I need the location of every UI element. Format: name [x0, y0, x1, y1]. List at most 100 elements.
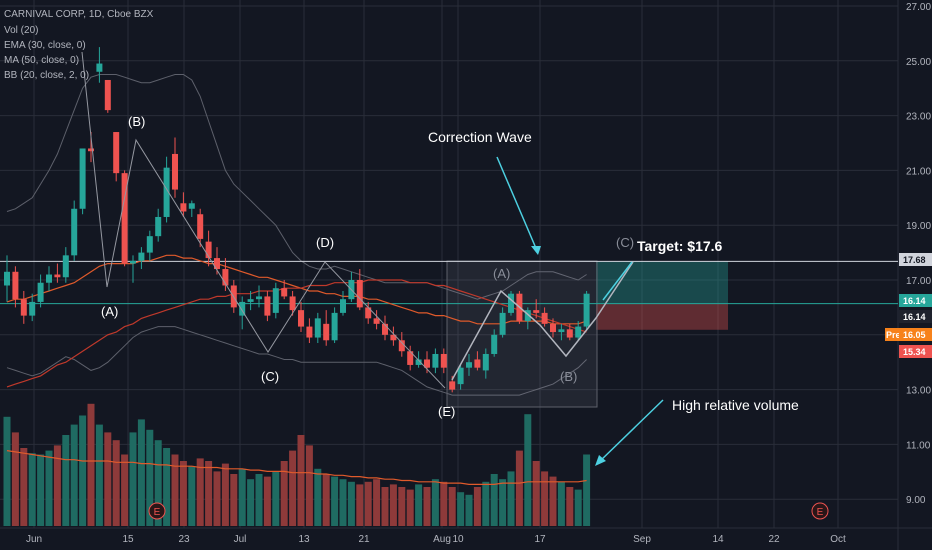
volume-bar: [541, 471, 549, 526]
y-tick-label: 19.00: [906, 221, 931, 232]
y-tick-label: 13.00: [906, 386, 931, 397]
subwave-label-b: (B): [560, 369, 577, 384]
volume-bar: [154, 440, 162, 526]
tag-last2-bg: [899, 310, 932, 323]
price-tags: 17.68 16.14 16.14 Pre 16.05 15.34: [885, 253, 932, 358]
x-tick-label: Jul: [234, 534, 247, 545]
candle-body: [121, 173, 128, 264]
target-zone: [596, 261, 728, 304]
y-tick-label: 9.00: [906, 495, 926, 506]
candle-body: [289, 296, 296, 311]
volume-bar: [583, 454, 591, 526]
tag-low: 15.34: [903, 347, 926, 357]
volume-bar: [532, 461, 540, 526]
earnings-marker-label: E: [154, 507, 161, 518]
subwave-label-a: (A): [493, 266, 510, 281]
volume-bar: [11, 432, 19, 526]
trade-zones: [0, 260, 898, 408]
subwave-path: [451, 261, 634, 381]
candle-body: [205, 241, 212, 259]
candle-body: [46, 274, 52, 283]
candle-body: [155, 216, 162, 237]
volume-bar: [205, 461, 213, 526]
candle-body: [172, 153, 178, 190]
candle-body: [281, 288, 288, 297]
volume-bar: [221, 463, 229, 526]
volume-bar: [524, 414, 532, 526]
candle-body: [146, 236, 153, 253]
volume-bar: [20, 448, 28, 526]
candle-body: [20, 299, 27, 316]
candle-body: [524, 310, 531, 322]
candle-body: [247, 299, 254, 302]
y-tick-label: 11.00: [906, 440, 931, 451]
volume-bar: [289, 450, 297, 526]
volume-bar: [322, 474, 330, 526]
indicator-bb[interactable]: BB (20, close, 2, 0): [4, 70, 90, 81]
tag-target: 17.68: [903, 255, 926, 265]
y-tick-label: 17.00: [906, 276, 931, 287]
tag-low-bg: [899, 345, 932, 358]
volume-bar: [70, 424, 78, 526]
x-tick-label: Jun: [26, 534, 42, 545]
candle-body: [104, 79, 111, 111]
volume-bar: [137, 419, 145, 526]
x-tick-label: Sep: [633, 534, 651, 545]
volume-bar: [297, 435, 305, 526]
tag-pre-label-bg: [885, 328, 899, 341]
indicator-vol[interactable]: Vol (20): [4, 25, 39, 36]
chart-title[interactable]: CARNIVAL CORP, 1D, Cboe BZX: [4, 9, 154, 20]
candle-body: [130, 260, 136, 264]
y-tick-label: 23.00: [906, 112, 931, 123]
volume-bar: [398, 487, 406, 526]
wave-label-a: (A): [101, 304, 118, 319]
wave-label-e: (E): [438, 404, 455, 419]
volume-bar: [490, 474, 498, 526]
candle-body: [188, 203, 195, 209]
indicator-ema[interactable]: EMA (30, close, 0): [4, 40, 86, 51]
volume-bars: [3, 403, 591, 526]
volume-bar: [238, 468, 246, 526]
x-tick-label: 10: [452, 534, 464, 545]
target-text: Target: $17.6: [637, 238, 723, 254]
volume-bar: [247, 479, 255, 526]
volume-bar: [457, 492, 465, 526]
candle-body: [583, 293, 590, 327]
candle-body: [264, 296, 271, 316]
candle-body: [373, 318, 380, 324]
volume-bar: [179, 461, 187, 526]
earnings-marker-label: E: [817, 507, 824, 518]
x-tick-label: 15: [122, 534, 134, 545]
candle-body: [533, 310, 540, 313]
x-tick-label: Oct: [830, 534, 846, 545]
volume-bar: [305, 445, 313, 526]
wave-label-b: (B): [128, 114, 145, 129]
volume-bar: [364, 481, 372, 526]
candle-body: [390, 334, 397, 341]
target-wave-label: (C): [616, 235, 634, 250]
subwave-box: [446, 260, 598, 408]
candle-body: [163, 167, 170, 217]
high-volume-text: High relative volume: [672, 397, 799, 413]
candle-body: [222, 269, 229, 286]
volume-bar: [129, 432, 137, 526]
volume-bar: [230, 474, 238, 526]
earnings-marker: [811, 502, 829, 520]
candle-body: [96, 63, 103, 72]
candle-body: [71, 208, 78, 256]
candle-body: [491, 334, 498, 354]
candle-body: [214, 258, 220, 270]
volume-bar: [121, 454, 129, 526]
candle-body: [239, 301, 246, 316]
ema-line: [6, 254, 587, 325]
volume-bar: [188, 466, 196, 526]
volume-bar: [549, 476, 557, 526]
candle-body: [415, 359, 422, 365]
wave-label-d: (D): [316, 235, 334, 250]
volume-bar: [465, 494, 473, 526]
candle-body: [558, 329, 565, 333]
x-tick-label: 22: [768, 534, 780, 545]
indicator-ma[interactable]: MA (50, close, 0): [4, 55, 80, 66]
